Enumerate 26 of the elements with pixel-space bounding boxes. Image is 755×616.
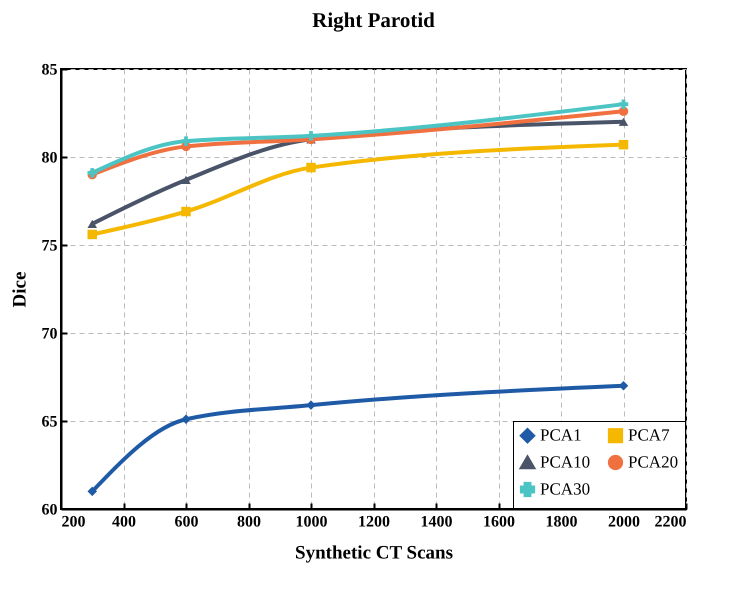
point — [181, 414, 191, 424]
legend-label: PCA20 — [628, 452, 678, 472]
y-tick-label: 70 — [42, 326, 58, 342]
x-tick-label: 1200 — [358, 514, 390, 530]
x-tick-label: 2200 — [654, 514, 686, 530]
y-tick-label: 60 — [42, 502, 58, 518]
x-tick-label: 800 — [237, 514, 261, 530]
y-axis-title: Dice — [10, 272, 30, 308]
legend-label: PCA1 — [540, 426, 582, 445]
y-tick-label: 85 — [42, 62, 58, 78]
legend-label: PCA30 — [540, 480, 590, 498]
x-tick-label: 600 — [174, 514, 198, 530]
x-tick-label: 400 — [112, 514, 136, 530]
x-tick-label: 1000 — [296, 514, 328, 530]
x-tick-label: 1800 — [546, 514, 578, 530]
y-tick-label: 75 — [42, 238, 58, 254]
y-tick-label: 65 — [42, 414, 58, 430]
x-tick-label: 200 — [62, 514, 86, 530]
chart-title: Right Parotid — [312, 8, 436, 32]
x-tick-label: 1600 — [483, 514, 515, 530]
legend-label: PCA10 — [540, 452, 590, 472]
x-tick-label: 2000 — [608, 514, 640, 530]
legend-label: PCA7 — [628, 426, 670, 445]
y-tick-label: 80 — [42, 150, 58, 166]
x-axis-title: Synthetic CT Scans — [294, 542, 454, 564]
x-tick-label: 1400 — [420, 514, 452, 530]
